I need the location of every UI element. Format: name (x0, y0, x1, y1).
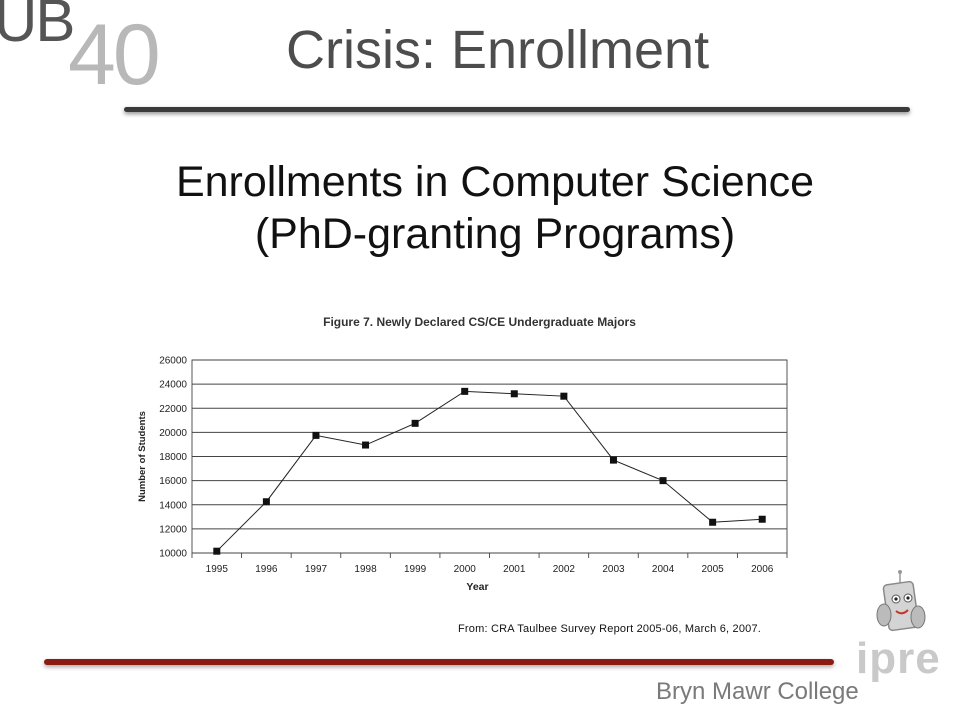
slide-title: Crisis: Enrollment (286, 20, 710, 80)
y-tick-label: 12000 (159, 524, 187, 535)
data-point-marker (709, 518, 717, 526)
college-name: Bryn Mawr College (656, 678, 859, 705)
enrollment-line-chart: Figure 7. Newly Declared CS/CE Undergrad… (137, 315, 788, 593)
data-point-marker (312, 431, 320, 439)
x-axis-label: Year (466, 581, 488, 593)
data-point-marker (758, 515, 766, 523)
x-tick-label: 2000 (454, 564, 477, 575)
data-point-marker (461, 387, 469, 395)
series-line (216, 390, 763, 552)
x-tick-label: 2001 (503, 564, 526, 575)
x-tick-label: 2005 (702, 564, 725, 575)
data-point-marker (362, 441, 370, 449)
x-tick-label: 1996 (255, 564, 278, 575)
x-tick-label: 1995 (206, 564, 229, 575)
footer-divider (44, 659, 834, 665)
y-tick-label: 16000 (159, 476, 187, 487)
data-point-marker (659, 477, 667, 485)
data-point-marker (609, 456, 617, 464)
data-point-marker (411, 419, 419, 427)
data-point-marker (262, 498, 270, 506)
y-tick-label: 22000 (159, 404, 187, 415)
x-tick-label: 1997 (305, 564, 328, 575)
x-tick-label: 2004 (652, 564, 675, 575)
data-point-marker (213, 547, 221, 555)
heading-line-2: (PhD-granting Programs) (254, 210, 736, 258)
y-axis-label: Number of Students (137, 411, 148, 502)
data-point-marker (560, 392, 568, 400)
x-tick-label: 2002 (553, 564, 576, 575)
x-tick-label: 2006 (751, 564, 774, 575)
y-tick-label: 18000 (159, 452, 187, 463)
data-point-marker (510, 390, 518, 398)
slide-heading: Enrollments in Computer Science (PhD-gra… (0, 156, 960, 260)
x-tick-label: 2003 (602, 564, 625, 575)
source-citation: From: CRA Taulbee Survey Report 2005-06,… (458, 623, 762, 635)
heading-line-1: Enrollments in Computer Science (175, 158, 815, 206)
chart-title: Figure 7. Newly Declared CS/CE Undergrad… (323, 315, 636, 329)
title-divider (124, 107, 910, 112)
logo-ub-letters: UB (0, 0, 75, 54)
y-tick-label: 10000 (159, 549, 187, 560)
robot-icon (876, 570, 926, 632)
logo-40-number: 40 (68, 7, 161, 103)
ipre-brand-text: ipre (856, 634, 941, 683)
y-tick-label: 20000 (159, 428, 187, 439)
y-tick-label: 24000 (159, 380, 187, 391)
x-tick-label: 1999 (404, 564, 427, 575)
x-tick-label: 1998 (354, 564, 377, 575)
y-tick-label: 14000 (159, 500, 187, 511)
y-tick-label: 26000 (159, 356, 187, 367)
ipre-robot-logo: ipre (856, 570, 941, 683)
